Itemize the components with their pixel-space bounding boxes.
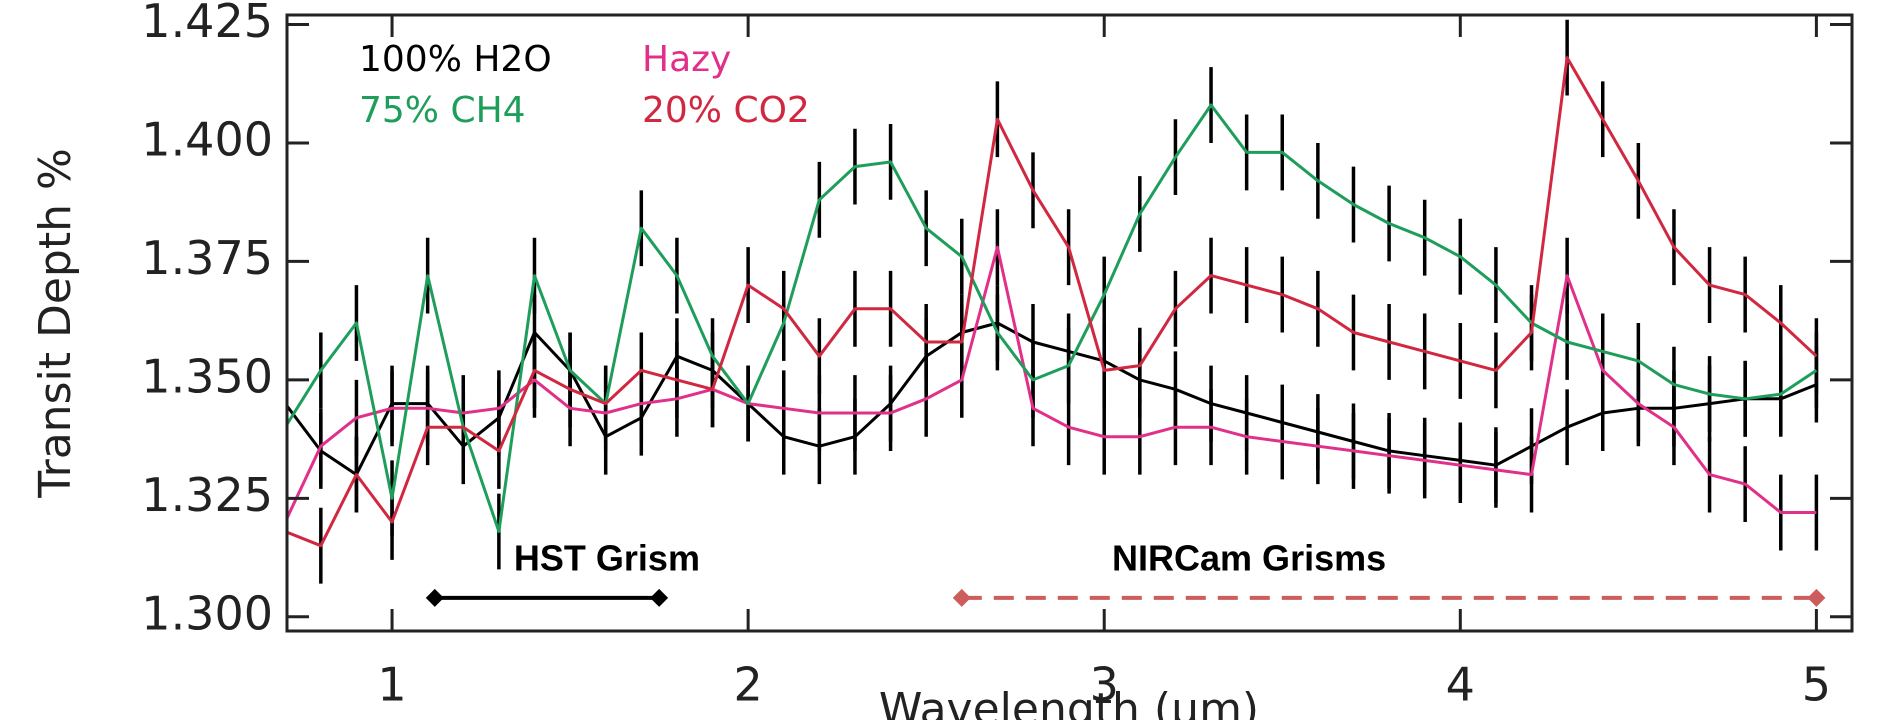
annotation-endpoint <box>650 588 669 607</box>
y-axis-label: Transit Depth % <box>30 148 81 499</box>
annotation-endpoint <box>952 588 971 607</box>
legend-label: 20% CO2 <box>642 90 810 131</box>
legend-label: 100% H2O <box>359 39 552 80</box>
y-tick-label: 1.375 <box>141 231 273 285</box>
annotation-endpoint <box>1807 588 1826 607</box>
series-line <box>287 245 1817 522</box>
x-tick-label: 1 <box>377 658 406 712</box>
x-axis-label: Wavelength (μm) <box>879 684 1259 720</box>
plot-area <box>287 19 1819 584</box>
x-tick-label: 4 <box>1446 658 1475 712</box>
annotation-label: HST Grism <box>514 537 700 578</box>
annotation-label: NIRCam Grisms <box>1112 537 1386 578</box>
plot-frame <box>285 13 1854 633</box>
series-line <box>287 103 1818 533</box>
series-line <box>287 56 1818 548</box>
x-tick-label: 2 <box>733 658 762 712</box>
annotation-endpoint <box>425 588 444 607</box>
legend-label: Hazy <box>642 39 731 80</box>
y-tick-label: 1.325 <box>141 468 273 522</box>
legend-label: 75% CH4 <box>359 90 526 131</box>
y-tick-label: 1.300 <box>141 586 273 640</box>
y-tick-label: 1.425 <box>141 0 273 48</box>
y-tick-label: 1.400 <box>141 112 273 166</box>
y-tick-label: 1.350 <box>141 349 273 403</box>
series-line <box>287 321 1817 477</box>
x-tick-label: 5 <box>1802 658 1831 712</box>
x-tick-label: 3 <box>1090 658 1119 712</box>
